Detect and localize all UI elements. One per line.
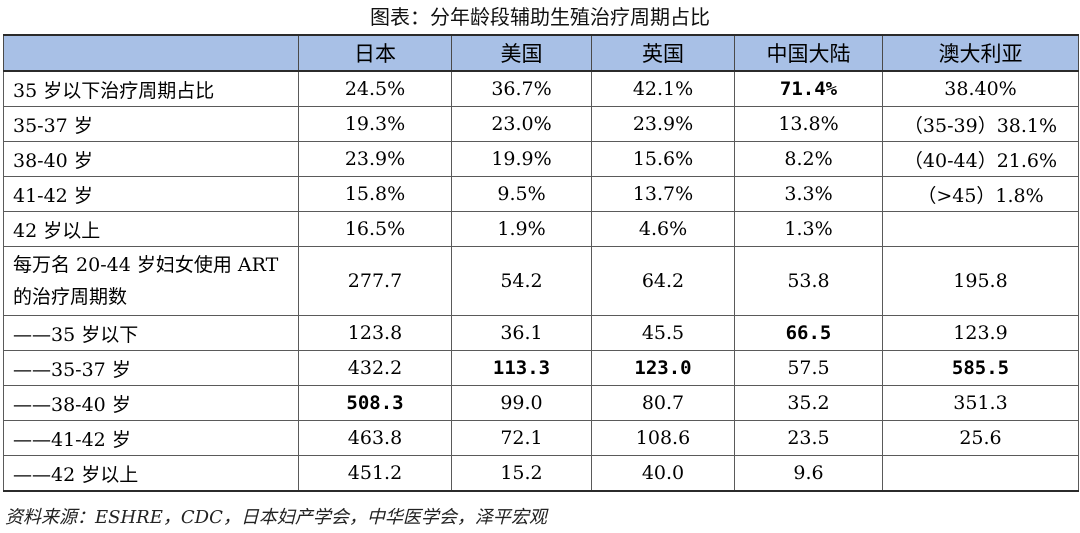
- table-cell: 36.7%: [451, 70, 592, 107]
- table-cell: （35-39）38.1%: [882, 106, 1079, 142]
- table-cell: 1.9%: [451, 211, 592, 247]
- table-cell-highlight: 585.5: [882, 350, 1079, 386]
- table-row: 每万名 20-44 岁妇女使用 ART 的治疗周期数 277.7 54.2 64…: [3, 246, 1079, 316]
- table-row: 35-37 岁 19.3% 23.0% 23.9% 13.8% （35-39）3…: [3, 106, 1079, 142]
- row-label: ——41-42 岁: [3, 420, 299, 456]
- header-australia: 澳大利亚: [882, 34, 1079, 72]
- table-row: 35 岁以下治疗周期占比 24.5% 36.7% 42.1% 71.4% 38.…: [3, 70, 1079, 107]
- table-cell: 19.3%: [298, 106, 452, 142]
- table-cell: 40.0: [591, 455, 735, 492]
- table-cell: 9.6: [734, 455, 883, 492]
- header-japan: 日本: [298, 34, 452, 72]
- table-row: ——35 岁以下 123.8 36.1 45.5 66.5 123.9: [3, 315, 1079, 351]
- table-cell: [882, 211, 1079, 247]
- table-cell: 23.5: [734, 420, 883, 456]
- art-cycle-table: 日本 美国 英国 中国大陆 澳大利亚 35 岁以下治疗周期占比 24.5% 36…: [3, 34, 1079, 492]
- table-cell-highlight: 123.0: [591, 350, 735, 386]
- table-cell: 432.2: [298, 350, 452, 386]
- table-cell: 123.9: [882, 315, 1079, 351]
- table-cell-highlight: 113.3: [451, 350, 592, 386]
- table-cell: 99.0: [451, 385, 592, 421]
- table-cell: 8.2%: [734, 141, 883, 177]
- table-cell: 80.7: [591, 385, 735, 421]
- row-label: ——42 岁以上: [3, 455, 299, 492]
- table-cell: 4.6%: [591, 211, 735, 247]
- table-cell: 13.8%: [734, 106, 883, 142]
- table-cell: 9.5%: [451, 176, 592, 212]
- table-cell: 53.8: [734, 246, 883, 316]
- row-label: 35-37 岁: [3, 106, 299, 142]
- table-cell: 351.3: [882, 385, 1079, 421]
- table-cell: 23.0%: [451, 106, 592, 142]
- row-label: ——35-37 岁: [3, 350, 299, 386]
- row-label: 每万名 20-44 岁妇女使用 ART 的治疗周期数: [3, 246, 299, 316]
- table-cell: 23.9%: [298, 141, 452, 177]
- table-cell: 72.1: [451, 420, 592, 456]
- table-cell: 64.2: [591, 246, 735, 316]
- table-cell: 25.6: [882, 420, 1079, 456]
- table-cell: （40-44）21.6%: [882, 141, 1079, 177]
- table-row: 42 岁以上 16.5% 1.9% 4.6% 1.3%: [3, 211, 1079, 247]
- row-label: 35 岁以下治疗周期占比: [3, 70, 299, 107]
- table-row: 41-42 岁 15.8% 9.5% 13.7% 3.3% （>45）1.8%: [3, 176, 1079, 212]
- row-label: ——38-40 岁: [3, 385, 299, 421]
- header-uk: 英国: [591, 34, 735, 72]
- table-cell: 1.3%: [734, 211, 883, 247]
- header-usa: 美国: [451, 34, 592, 72]
- header-china-mainland: 中国大陆: [734, 34, 883, 72]
- table-cell: 13.7%: [591, 176, 735, 212]
- row-label: 42 岁以上: [3, 211, 299, 247]
- table-cell: 195.8: [882, 246, 1079, 316]
- table-cell: 123.8: [298, 315, 452, 351]
- table-row: ——41-42 岁 463.8 72.1 108.6 23.5 25.6: [3, 420, 1079, 456]
- table-row: ——38-40 岁 508.3 99.0 80.7 35.2 351.3: [3, 385, 1079, 421]
- table-cell: [882, 455, 1079, 492]
- table-cell: 42.1%: [591, 70, 735, 107]
- table-row: 38-40 岁 23.9% 19.9% 15.6% 8.2% （40-44）21…: [3, 141, 1079, 177]
- table-cell: 54.2: [451, 246, 592, 316]
- table-cell: 15.2: [451, 455, 592, 492]
- table-cell: 35.2: [734, 385, 883, 421]
- row-label: ——35 岁以下: [3, 315, 299, 351]
- header-row: 日本 美国 英国 中国大陆 澳大利亚: [3, 34, 1079, 72]
- table-cell: 38.40%: [882, 70, 1079, 107]
- source-note: 资料来源：ESHRE，CDC，日本妇产学会，中华医学会，泽平宏观: [5, 507, 547, 528]
- row-label: 41-42 岁: [3, 176, 299, 212]
- table-cell: 36.1: [451, 315, 592, 351]
- table-cell: 277.7: [298, 246, 452, 316]
- table-cell: 463.8: [298, 420, 452, 456]
- table-row: ——35-37 岁 432.2 113.3 123.0 57.5 585.5: [3, 350, 1079, 386]
- table-cell: 3.3%: [734, 176, 883, 212]
- table-cell: 24.5%: [298, 70, 452, 107]
- table-cell-highlight: 66.5: [734, 315, 883, 351]
- table-cell: 451.2: [298, 455, 452, 492]
- table-row: ——42 岁以上 451.2 15.2 40.0 9.6: [3, 455, 1079, 492]
- table-cell-highlight: 71.4%: [734, 70, 883, 107]
- header-blank: [3, 34, 299, 72]
- table-cell: 15.8%: [298, 176, 452, 212]
- table-cell: （>45）1.8%: [882, 176, 1079, 212]
- table-cell: 23.9%: [591, 106, 735, 142]
- table-cell: 45.5: [591, 315, 735, 351]
- row-label: 38-40 岁: [3, 141, 299, 177]
- table-cell: 16.5%: [298, 211, 452, 247]
- table-cell-highlight: 508.3: [298, 385, 452, 421]
- table-cell: 15.6%: [591, 141, 735, 177]
- table-caption: 图表：分年龄段辅助生殖治疗周期占比: [370, 5, 710, 29]
- table-cell: 57.5: [734, 350, 883, 386]
- table-cell: 19.9%: [451, 141, 592, 177]
- table-cell: 108.6: [591, 420, 735, 456]
